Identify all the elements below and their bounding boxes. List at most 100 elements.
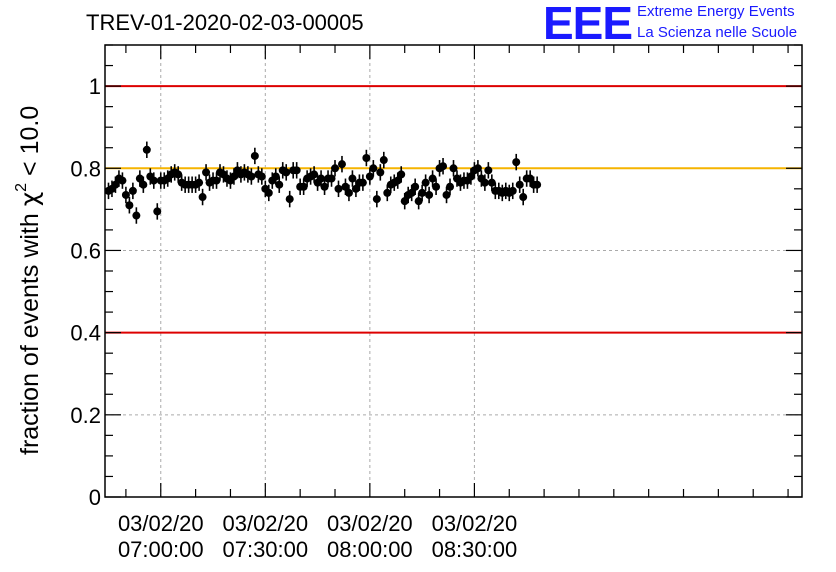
marker	[202, 168, 211, 177]
marker	[484, 166, 493, 175]
marker	[526, 174, 535, 183]
marker	[421, 178, 430, 187]
y-tick-label: 0.4	[70, 321, 101, 346]
logo-line-1: Extreme Energy Events	[637, 3, 795, 20]
marker	[275, 180, 284, 189]
data-point	[153, 203, 162, 220]
marker	[292, 166, 301, 175]
data-point	[264, 184, 273, 202]
data-point	[508, 182, 517, 200]
marker	[379, 156, 388, 165]
y-tick-label: 0	[89, 485, 101, 510]
marker	[400, 197, 409, 206]
marker	[153, 207, 162, 216]
data-point	[247, 168, 256, 185]
data-point	[376, 164, 385, 181]
marker	[195, 178, 204, 187]
data-point	[418, 184, 427, 202]
x-tick-label-date: 03/02/20	[118, 511, 204, 536]
marker	[515, 180, 524, 189]
marker	[358, 178, 367, 187]
marker	[466, 172, 475, 181]
marker	[282, 168, 291, 177]
marker	[393, 176, 402, 185]
marker	[111, 180, 120, 189]
marker	[121, 190, 130, 199]
data-point	[317, 170, 326, 187]
x-tick-label-time: 07:30:00	[222, 537, 308, 562]
marker	[348, 174, 357, 183]
marker	[341, 182, 350, 191]
data-point	[257, 168, 266, 185]
marker	[376, 168, 385, 177]
y-tick-label: 0.2	[70, 403, 101, 428]
data-point	[292, 162, 301, 179]
marker	[118, 176, 127, 185]
y-tick-label: 0.6	[70, 238, 101, 263]
x-tick-label-date: 03/02/20	[432, 511, 518, 536]
data-point	[439, 158, 448, 175]
data-point	[334, 180, 343, 198]
data-point	[369, 160, 378, 177]
marker	[442, 190, 451, 199]
data-point	[149, 172, 158, 189]
marker	[362, 154, 371, 162]
data-point	[425, 186, 434, 204]
marker	[139, 180, 148, 189]
data-point	[271, 168, 280, 185]
data-point	[337, 155, 346, 173]
marker	[439, 162, 448, 171]
marker	[473, 164, 482, 173]
data-points	[104, 141, 542, 224]
data-point	[484, 162, 493, 179]
x-tick-label-date: 03/02/20	[222, 511, 308, 536]
data-point	[449, 160, 458, 177]
data-point	[310, 166, 319, 183]
data-point	[480, 174, 489, 191]
data-point	[139, 176, 148, 193]
data-point	[174, 166, 183, 183]
marker	[257, 172, 266, 181]
marker	[317, 174, 326, 183]
data-point	[442, 186, 451, 204]
marker	[411, 182, 420, 191]
data-point	[515, 176, 524, 193]
marker	[425, 190, 434, 199]
x-tick-label-time: 08:00:00	[327, 537, 413, 562]
marker	[132, 211, 141, 220]
data-point	[372, 190, 381, 208]
marker	[508, 186, 517, 195]
marker	[250, 151, 259, 160]
tick-labels: 00.20.40.60.8103/02/2007:00:0003/02/2007…	[70, 74, 517, 562]
marker	[480, 178, 489, 187]
reference-lines	[105, 85, 802, 334]
plot-frame	[104, 44, 803, 498]
marker	[331, 164, 340, 173]
y-axis-label: fraction of events with χ2 < 10.0	[13, 106, 44, 455]
y-tick-label: 0.8	[70, 156, 101, 181]
data-point	[348, 170, 357, 187]
data-point	[379, 151, 388, 169]
marker	[397, 170, 406, 179]
data-point	[121, 186, 130, 204]
data-point	[320, 178, 329, 195]
marker	[414, 197, 423, 206]
grid-lines	[105, 45, 802, 497]
data-point	[212, 172, 221, 189]
data-point	[202, 164, 211, 181]
data-point	[331, 160, 340, 177]
eee-logo: EEE	[543, 0, 633, 49]
data-point	[414, 192, 423, 210]
data-point	[250, 147, 259, 165]
data-point	[432, 178, 441, 195]
data-point	[397, 166, 406, 183]
data-point	[365, 168, 374, 185]
x-tick-label-time: 08:30:00	[432, 537, 518, 562]
marker	[351, 184, 360, 193]
marker	[446, 182, 455, 191]
marker	[229, 172, 238, 181]
data-point	[383, 184, 392, 202]
data-point	[125, 197, 134, 214]
marker	[383, 188, 392, 197]
